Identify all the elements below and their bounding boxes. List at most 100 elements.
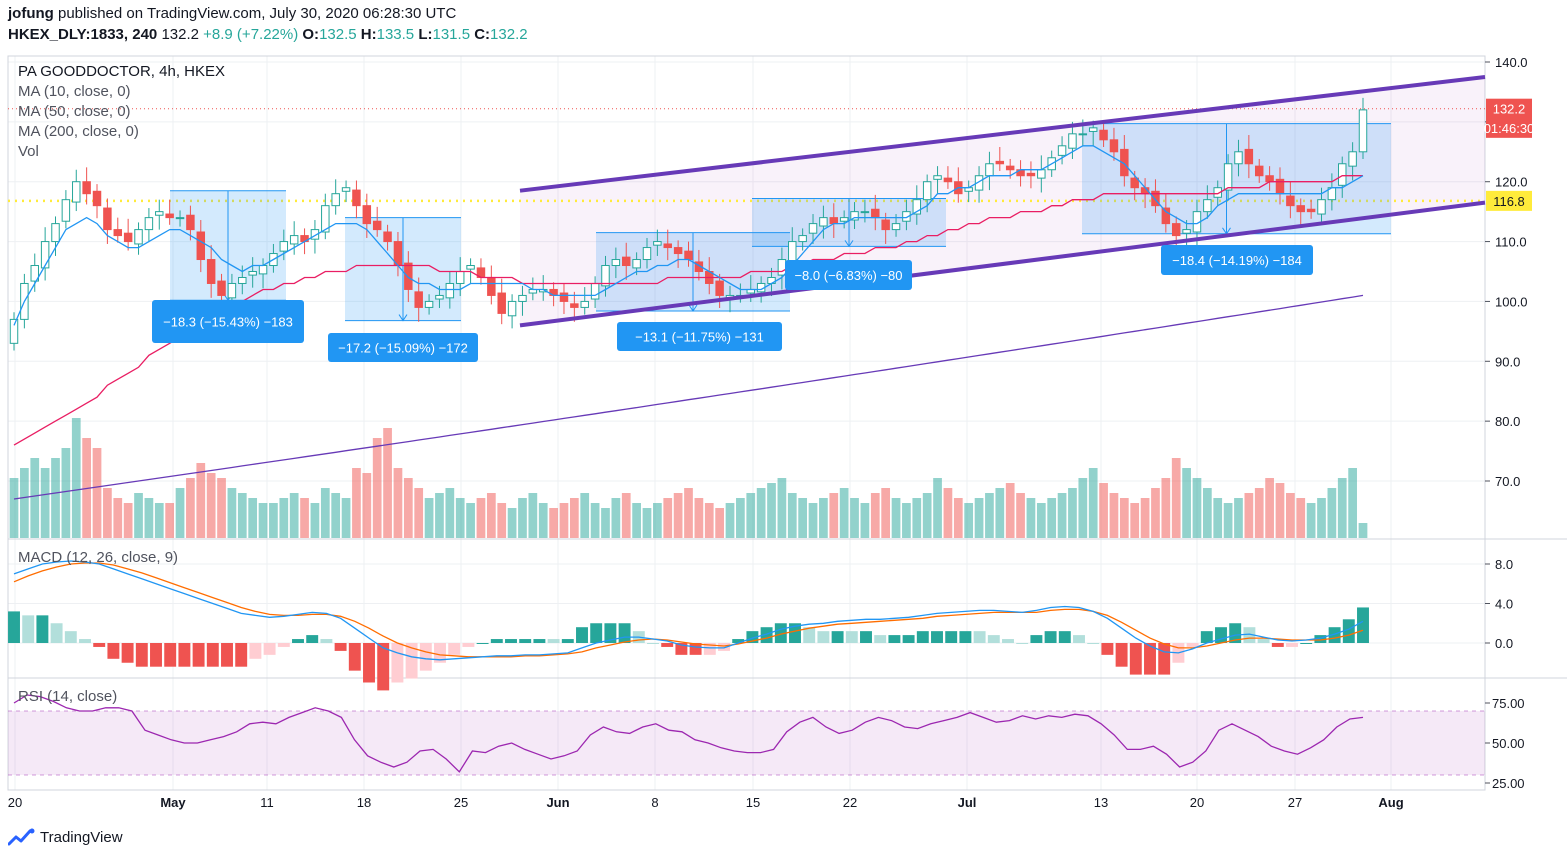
volume-bar [1130, 503, 1140, 538]
macd-histogram-bar [263, 643, 276, 655]
volume-bar [850, 498, 859, 538]
macd-histogram-bar [987, 635, 1000, 643]
volume-bar [694, 498, 704, 538]
candle-body [788, 241, 797, 263]
macd-histogram-bar [320, 639, 333, 643]
candle-body [103, 207, 112, 231]
macd-histogram-bar [1030, 635, 1043, 643]
candle-body [1234, 151, 1243, 165]
candle-body [258, 265, 268, 275]
author-name[interactable]: jofung [8, 5, 54, 22]
volume-bar [1306, 503, 1316, 538]
candle-body [1223, 163, 1233, 191]
volume-bar [279, 498, 289, 538]
axes: 140.0 13 0.0 120.0 110.0 100.0 90.0 80.0 70.0 8.0… [8, 55, 1535, 810]
volume-bar [134, 493, 143, 538]
volume-bar [40, 468, 50, 538]
candle-body [175, 217, 185, 220]
volume-bar [704, 503, 714, 538]
volume-bar [1151, 488, 1160, 538]
macd-histogram-bar [107, 643, 120, 659]
candle-body [1317, 199, 1326, 215]
macd-histogram-bar [760, 627, 773, 643]
volume-bar [559, 503, 569, 538]
volume-bar [362, 473, 372, 538]
volume-bar [227, 488, 237, 538]
macd-histogram-bar [249, 643, 262, 659]
macd-histogram-bar [79, 639, 91, 643]
measure-arrow-head [398, 314, 408, 322]
macd-histogram-bar [519, 639, 532, 643]
macd-histogram-bar [419, 643, 432, 671]
volume-bar [673, 493, 683, 538]
volume-bar [549, 508, 558, 538]
volume-bar [1171, 458, 1181, 538]
tradingview-brand: TradingView [40, 828, 123, 846]
volume-bar [217, 478, 226, 538]
macd-axis-label: 0.0 [1495, 636, 1513, 651]
candle-body [1348, 151, 1357, 167]
price-tag [1486, 190, 1532, 211]
measure-label-box [328, 333, 478, 362]
macd-histogram-bar [8, 611, 20, 643]
volume-bar [787, 493, 797, 538]
candle-body [466, 265, 475, 270]
volume-bar [92, 448, 102, 538]
volume-bar [642, 508, 652, 538]
volume-bar [663, 498, 673, 538]
candle-body [279, 241, 289, 252]
candle-body [1130, 177, 1139, 189]
price-axis-label: 70.0 [1495, 474, 1520, 489]
volume-bar [20, 468, 29, 538]
candle-body [912, 199, 922, 215]
volume-bar [289, 493, 299, 538]
high-label: H: [360, 26, 377, 43]
candle-body [715, 280, 724, 296]
candle-body [455, 271, 465, 284]
macd-histogram-bar [121, 643, 134, 663]
measure-label: −18.3 (−15.43%) −183 [163, 315, 293, 330]
candle-body [1244, 148, 1254, 165]
price-axis-label: 110.0 [1495, 235, 1527, 250]
candle-body [684, 250, 693, 261]
macd-histogram-bar [1257, 639, 1270, 643]
macd-histogram-bar [647, 643, 659, 644]
measure-arrow-head [844, 240, 854, 248]
candle-body [590, 282, 600, 300]
volume-bar [777, 478, 787, 538]
measure-label-box [152, 300, 304, 343]
time-axis-label: 8 [651, 795, 658, 810]
volume-bar [103, 488, 112, 538]
volume-bar [881, 488, 891, 538]
time-axis-label: Jul [958, 795, 977, 810]
macd-line [13, 560, 1364, 661]
volume-bar [995, 488, 1005, 538]
tradingview-footer[interactable]: TradingView [8, 828, 123, 846]
macd-histogram-bar [235, 643, 248, 667]
candle-body [570, 303, 579, 308]
rsi-pane [8, 694, 1485, 776]
macd-histogram-bar [448, 643, 461, 655]
rsi-line [13, 694, 1364, 773]
volume-bar [933, 478, 942, 538]
volume-bar [1161, 478, 1171, 538]
measure-label: −18.4 (−14.19%) −184 [1172, 253, 1302, 268]
macd-histogram-bar [1016, 643, 1029, 644]
volume-bar [30, 458, 40, 538]
candle-body [30, 265, 39, 282]
candle-body [694, 261, 704, 272]
rsi-legend: RSI (14, close) [18, 687, 117, 707]
close-label: C: [474, 26, 491, 43]
time-axis-label: 11 [260, 795, 274, 810]
macd-histogram-bar [860, 631, 872, 643]
macd-histogram-bar [547, 639, 560, 643]
measure-labels: −18.3 (−15.43%) −183 −17.2 (−15.09%) −172… [152, 245, 1313, 362]
rsi-axis-label: 25.00 [1492, 776, 1525, 791]
macd-histogram-bar [590, 623, 603, 643]
volume-bar [383, 428, 392, 538]
candle-body [611, 259, 621, 267]
volume-bar [870, 493, 880, 538]
volume-bar [1057, 493, 1067, 538]
volume-bar [269, 503, 278, 538]
